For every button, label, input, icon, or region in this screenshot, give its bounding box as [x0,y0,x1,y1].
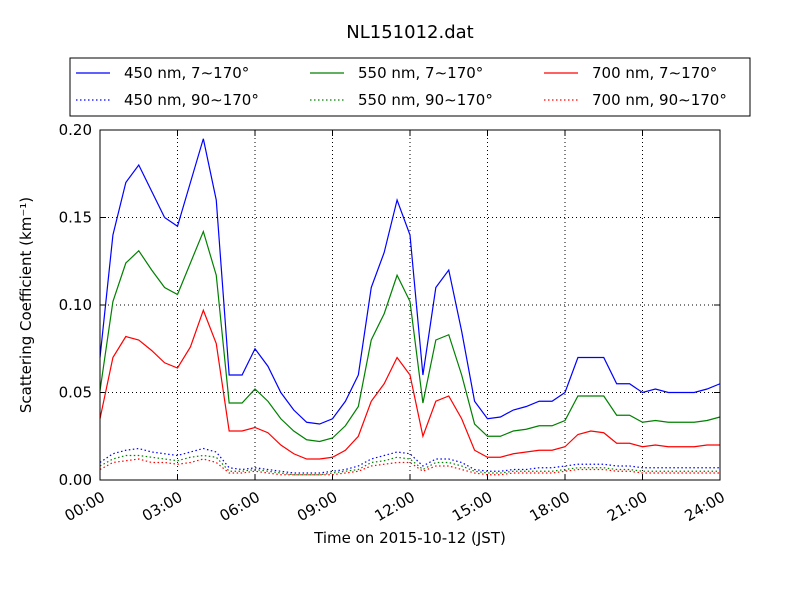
line-series [99,454,720,476]
legend-label: 700 nm, 7∼170° [592,64,717,82]
y-axis-label: Scattering Coefficient (km⁻¹) [17,197,35,413]
y-tick-label: 0.00 [59,471,92,489]
line-series [99,229,721,443]
y-tick-label: 0.15 [59,209,92,227]
line-series [99,447,720,474]
legend-box [69,57,751,117]
legend-label: 550 nm, 90∼170° [358,91,493,109]
legend-label: 700 nm, 90∼170° [592,91,727,109]
x-axis-label: Time on 2015-10-12 (JST) [313,529,506,547]
legend-label: 550 nm, 7∼170° [358,64,483,82]
plot-frame [99,129,721,481]
line-series [99,308,720,460]
line-series [99,138,721,425]
legend-label: 450 nm, 7∼170° [124,64,249,82]
legend-label: 450 nm, 90∼170° [124,91,259,109]
chart-title: NL151012.dat [346,22,473,43]
y-tick-label: 0.10 [59,296,92,314]
y-tick-label: 0.20 [59,121,92,139]
y-tick-label: 0.05 [59,384,92,402]
